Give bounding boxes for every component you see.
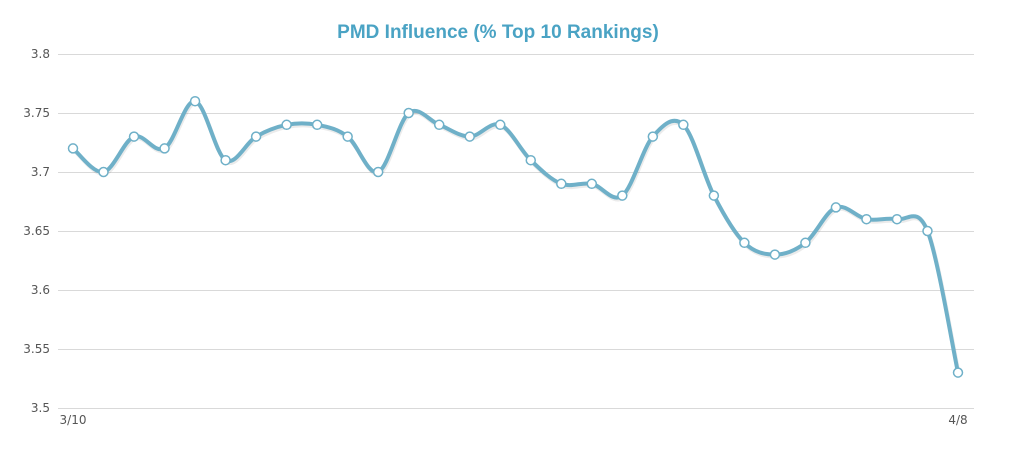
x-tick-label-end: 4/8 (948, 413, 967, 427)
data-point[interactable] (281, 119, 292, 131)
data-point[interactable] (861, 213, 872, 225)
data-point[interactable] (708, 190, 720, 201)
y-tick-label: 3.8 (31, 47, 50, 61)
data-point[interactable] (617, 190, 628, 201)
data-point[interactable] (800, 237, 811, 249)
y-axis: 3.5 3.55 3.6 3.65 3.7 3.75 3.8 (23, 47, 50, 415)
data-points (67, 95, 964, 378)
y-tick-label: 3.7 (31, 165, 50, 179)
data-point[interactable] (891, 213, 903, 225)
data-point[interactable] (433, 119, 445, 131)
data-point[interactable] (739, 237, 750, 249)
data-point[interactable] (586, 178, 598, 190)
data-point[interactable] (830, 202, 842, 213)
data-point[interactable] (372, 166, 384, 178)
data-point[interactable] (464, 131, 475, 142)
data-point[interactable] (678, 119, 689, 131)
data-point[interactable] (220, 154, 231, 166)
data-point[interactable] (556, 178, 567, 190)
series-line-group (71, 99, 961, 376)
data-point[interactable] (952, 367, 964, 378)
series-line (71, 99, 960, 374)
y-tick-label: 3.6 (31, 283, 50, 297)
y-tick-label: 3.65 (23, 224, 50, 238)
data-point[interactable] (189, 95, 201, 107)
data-point[interactable] (67, 143, 79, 154)
data-point[interactable] (311, 119, 323, 131)
data-point[interactable] (922, 225, 933, 237)
x-axis: 3/10 4/8 (60, 413, 968, 427)
data-point[interactable] (403, 107, 414, 119)
data-point[interactable] (128, 131, 140, 142)
data-point[interactable] (98, 166, 109, 178)
data-point[interactable] (769, 249, 781, 260)
data-point[interactable] (494, 119, 506, 131)
y-tick-label: 3.55 (23, 342, 50, 356)
chart-title: PMD Influence (% Top 10 Rankings) (337, 22, 659, 43)
data-point[interactable] (647, 131, 659, 142)
x-tick-label-start: 3/10 (60, 413, 87, 427)
y-tick-label: 3.75 (23, 106, 50, 120)
data-point[interactable] (250, 131, 262, 142)
grid-lines (58, 54, 974, 409)
data-point[interactable] (342, 131, 353, 142)
data-point[interactable] (525, 154, 537, 166)
y-tick-label: 3.5 (31, 401, 50, 415)
data-point[interactable] (159, 143, 170, 154)
